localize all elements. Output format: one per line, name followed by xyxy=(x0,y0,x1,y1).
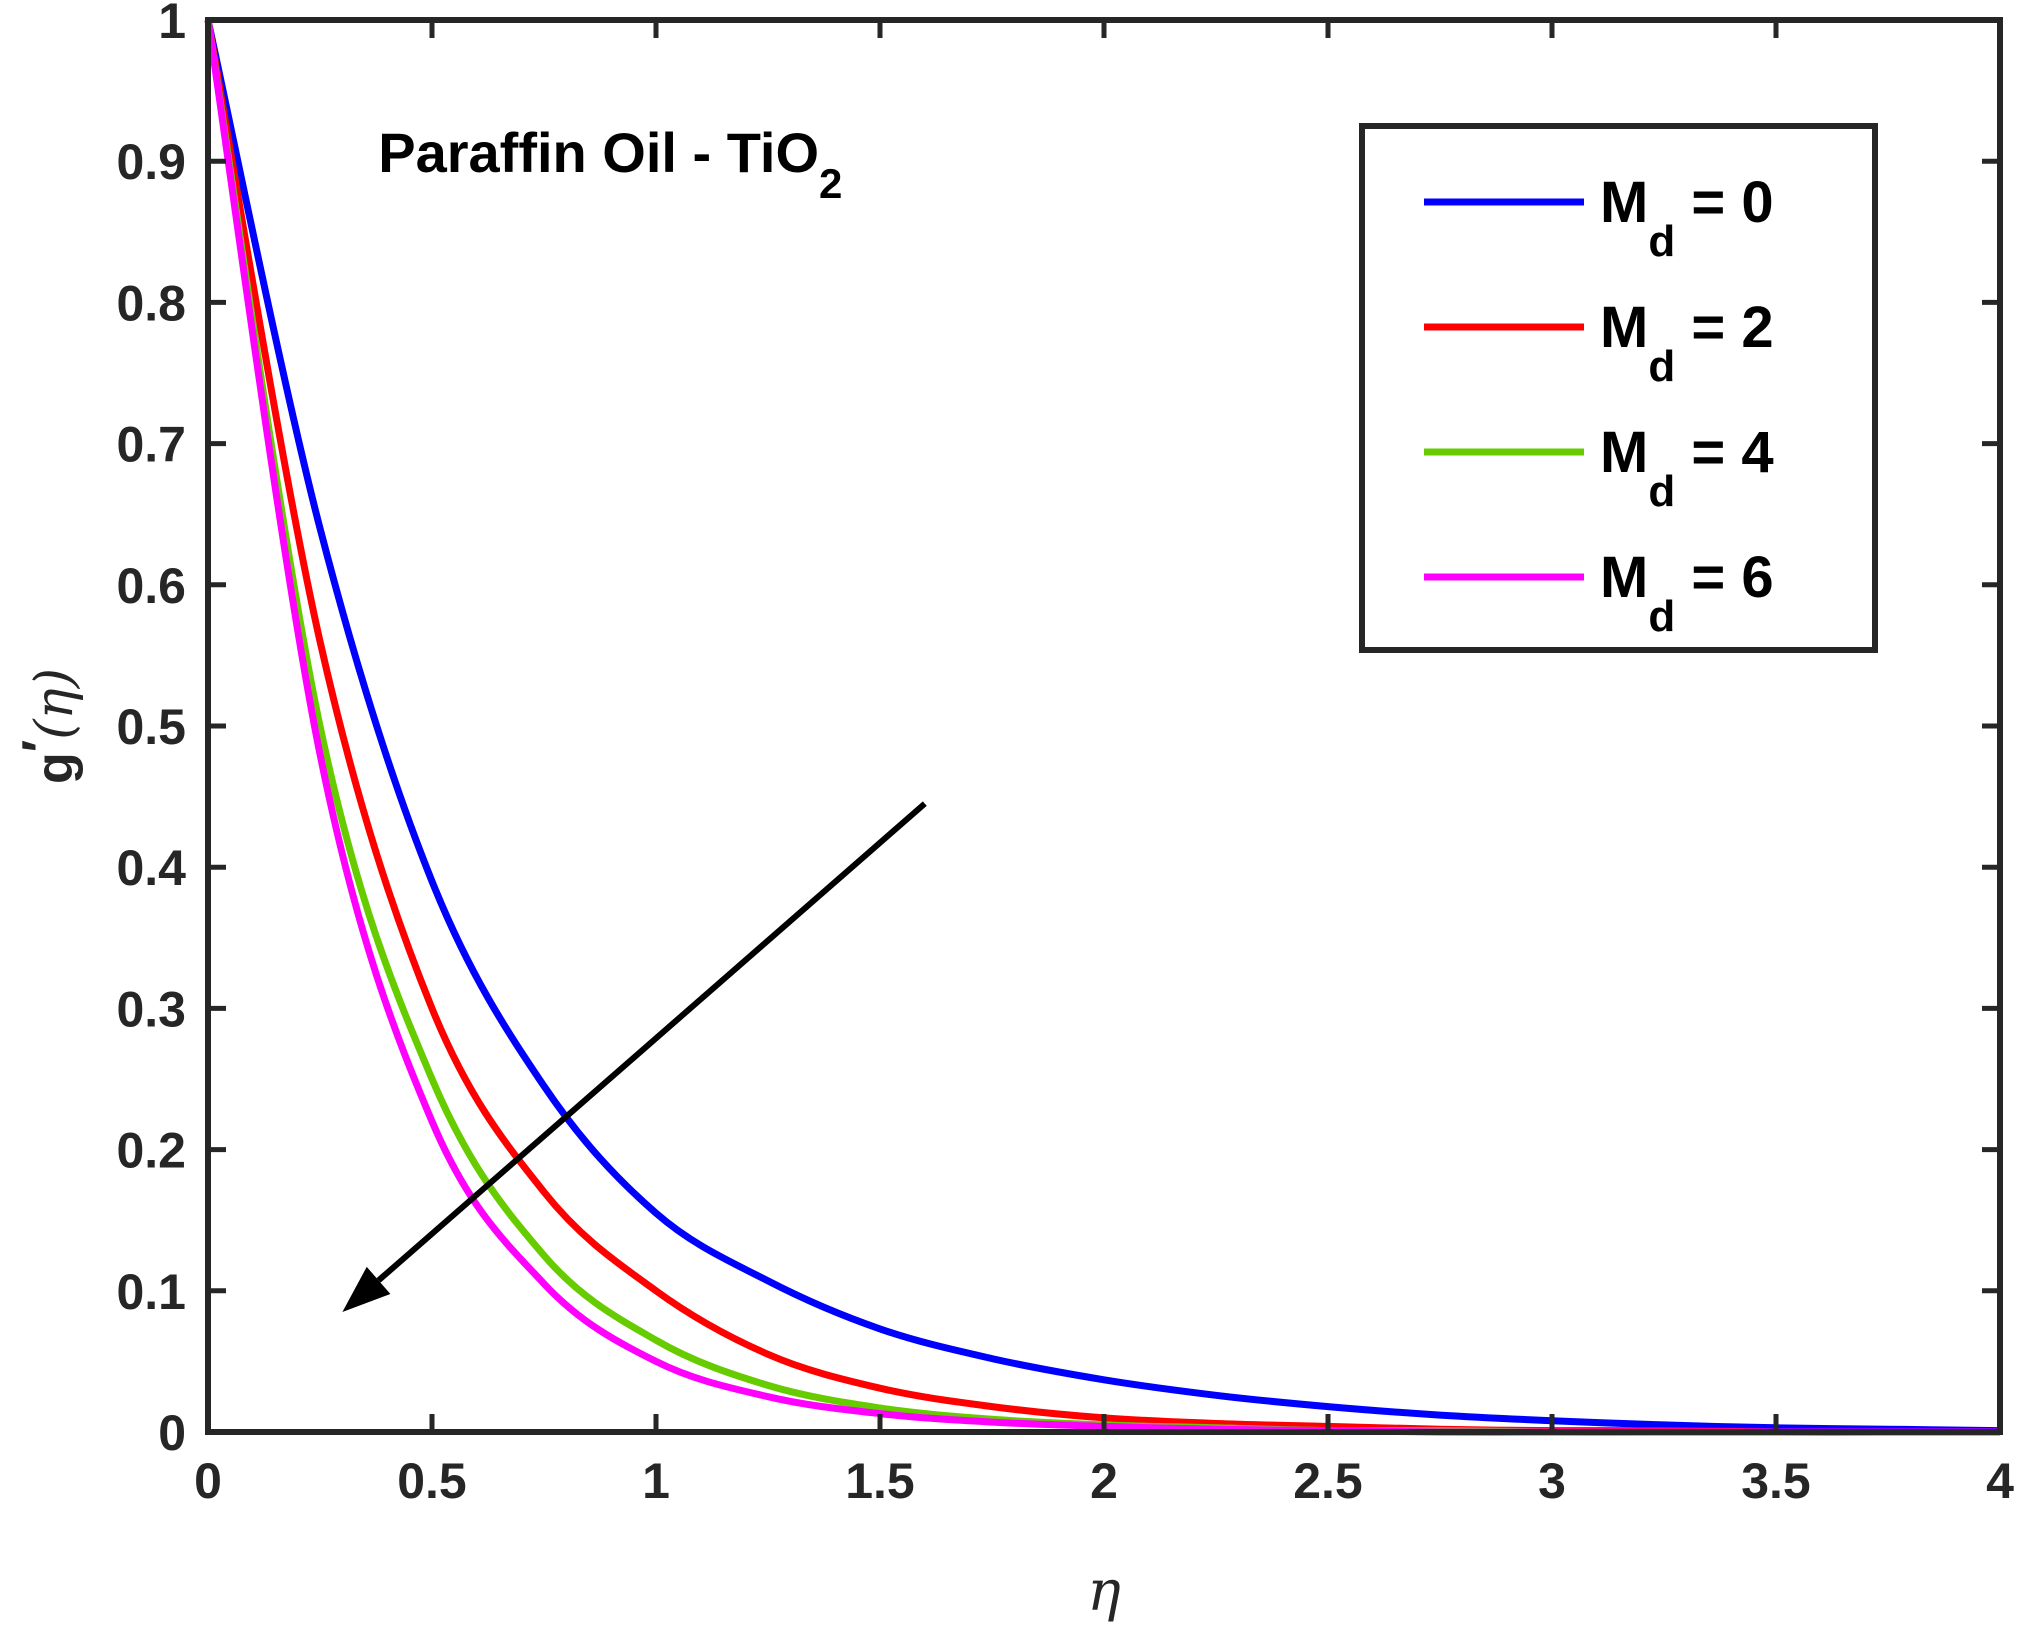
y-tick-label: 0.7 xyxy=(116,417,186,473)
arrow-shaft xyxy=(376,801,927,1283)
legend: Md = 0 Md = 2 Md = 4 Md = 6 xyxy=(1359,123,1878,653)
legend-box xyxy=(1359,123,1878,653)
y-tick-label: 0 xyxy=(158,1405,186,1461)
y-tick-label: 1 xyxy=(158,0,186,49)
arrow-layer xyxy=(342,801,927,1312)
y-tick-label: 0.1 xyxy=(116,1264,186,1320)
y-tick-label: 0.8 xyxy=(116,275,186,331)
legend-entry-0: Md = 0 xyxy=(1600,170,1774,266)
x-tick-label: 4 xyxy=(1986,1453,2014,1509)
y-tick-label: 0.2 xyxy=(116,1123,186,1179)
legend-entry-2: Md = 4 xyxy=(1600,420,1774,516)
legend-entry-1: Md = 2 xyxy=(1600,295,1774,391)
arrow-head xyxy=(342,1266,391,1312)
annotation-text: Paraffin Oil - TiO2 xyxy=(378,121,842,207)
x-tick-label: 1 xyxy=(642,1453,670,1509)
y-tick-label: 0.9 xyxy=(116,134,186,190)
x-tick-label: 3.5 xyxy=(1741,1453,1811,1509)
x-tick-label: 0.5 xyxy=(397,1453,467,1509)
x-tick-label: 2.5 xyxy=(1293,1453,1363,1509)
x-tick-label: 2 xyxy=(1090,1453,1118,1509)
annotation-layer: Paraffin Oil - TiO2 xyxy=(378,121,842,207)
x-tick-label: 1.5 xyxy=(845,1453,915,1509)
y-tick-label: 0.6 xyxy=(116,558,186,614)
x-tick-label: 3 xyxy=(1538,1453,1566,1509)
y-tick-label: 0.5 xyxy=(116,699,186,755)
x-axis-label: η xyxy=(1087,1559,1121,1624)
series-line-0 xyxy=(204,19,2001,1435)
y-axis-label: g′(η) xyxy=(12,668,85,784)
axes-layer: 0 0.5 1 1.5 2 2.5 3 3.5 4 0 0.1 0.2 0.3 0.4 0.5 0.6 0.7 0… xyxy=(12,0,2014,1624)
y-tick-label: 0.4 xyxy=(116,840,186,896)
legend-entry-3: Md = 6 xyxy=(1600,545,1774,641)
x-tick-label: 0 xyxy=(194,1453,222,1509)
y-tick-label: 0.3 xyxy=(116,981,186,1037)
